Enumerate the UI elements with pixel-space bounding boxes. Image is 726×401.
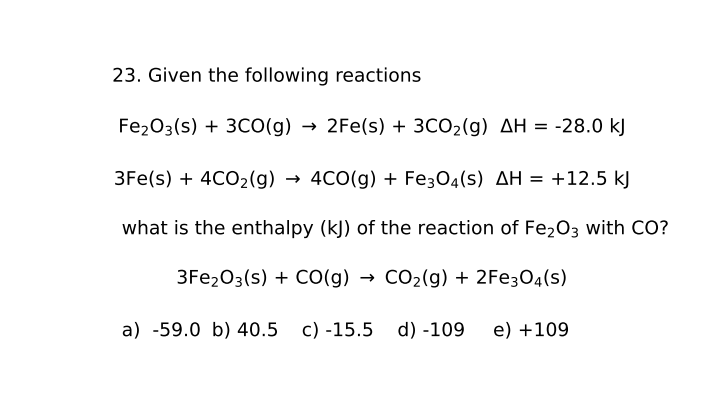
Text: b) 40.5: b) 40.5 (212, 321, 279, 340)
Text: a)  -59.0: a) -59.0 (122, 321, 200, 340)
Text: 3Fe(s) + 4CO$_2$(g) $\rightarrow$ 4CO(g) + Fe$_3$O$_4$(s)  $\Delta$H = +12.5 kJ: 3Fe(s) + 4CO$_2$(g) $\rightarrow$ 4CO(g)… (114, 168, 630, 191)
Text: what is the enthalpy (kJ) of the reaction of Fe$_2$O$_3$ with CO?: what is the enthalpy (kJ) of the reactio… (122, 217, 670, 240)
Text: 23. Given the following reactions: 23. Given the following reactions (112, 67, 421, 86)
Text: Fe$_2$O$_3$(s) + 3CO(g) $\rightarrow$ 2Fe(s) + 3CO$_2$(g)  $\Delta$H = -28.0 kJ: Fe$_2$O$_3$(s) + 3CO(g) $\rightarrow$ 2F… (118, 115, 626, 138)
Text: c) -15.5: c) -15.5 (302, 321, 373, 340)
Text: d) -109: d) -109 (397, 321, 465, 340)
Text: 3Fe$_2$O$_3$(s) + CO(g) $\rightarrow$ CO$_2$(g) + 2Fe$_3$O$_4$(s): 3Fe$_2$O$_3$(s) + CO(g) $\rightarrow$ CO… (176, 267, 568, 290)
Text: e) +109: e) +109 (493, 321, 569, 340)
